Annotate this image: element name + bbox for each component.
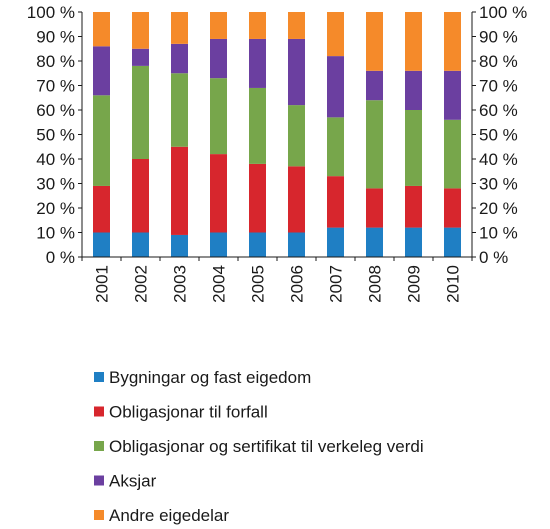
legend-swatch-3 xyxy=(94,475,104,486)
bar-segment-2006-s1 xyxy=(288,166,305,233)
legend-label-0: Bygningar og fast eigedom xyxy=(109,368,311,387)
bar-segment-2003-s4 xyxy=(171,12,188,44)
bar-segment-2005-s3 xyxy=(249,38,266,88)
y-tick-label-right: 60 % xyxy=(479,101,518,120)
bar-segment-2010-s4 xyxy=(444,12,461,71)
y-tick-label-left: 50 % xyxy=(36,126,75,145)
bar-segment-2008-s2 xyxy=(366,100,383,189)
x-tick-label-2010: 2010 xyxy=(444,265,463,303)
x-tick-label-2004: 2004 xyxy=(210,265,229,303)
y-tick-label-right: 80 % xyxy=(479,52,518,71)
x-tick-label-2007: 2007 xyxy=(327,265,346,303)
bar-segment-2008-s4 xyxy=(366,12,383,71)
bar-segment-2003-s1 xyxy=(171,146,188,235)
x-tick-label-2008: 2008 xyxy=(366,265,385,303)
bar-segment-2010-s0 xyxy=(444,227,461,257)
legend-label-1: Obligasjonar til forfall xyxy=(109,403,268,422)
y-tick-label-right: 30 % xyxy=(479,175,518,194)
bar-segment-2003-s3 xyxy=(171,43,188,74)
bar-segment-2004-s2 xyxy=(210,78,227,155)
y-axis-right: 0 % 10 % 20 % 30 % 40 % 50 % 60 % 70 % 80 % 90 % 1… xyxy=(479,3,527,267)
x-tick-label-2009: 2009 xyxy=(405,265,424,303)
bar-segment-2005-s2 xyxy=(249,87,266,164)
y-tick-label-right: 40 % xyxy=(479,150,518,169)
bar-segment-2005-s0 xyxy=(249,232,266,257)
y-tick-label-left: 60 % xyxy=(36,101,75,120)
bar-segment-2002-s0 xyxy=(132,232,149,257)
bar-segment-2002-s1 xyxy=(132,159,149,233)
y-tick-label-left: 30 % xyxy=(36,175,75,194)
x-axis: 2001 2002 2003 2004 2005 2006 2007 2008 2009 2010 xyxy=(93,265,463,303)
bar-segment-2008-s1 xyxy=(366,188,383,228)
bar-segment-2009-s4 xyxy=(405,12,422,71)
legend-label-4: Andre eigedelar xyxy=(109,506,229,525)
y-tick-label-left: 0 % xyxy=(46,248,75,267)
y-tick-label-left: 90 % xyxy=(36,28,75,47)
bar-segment-2001-s1 xyxy=(93,185,110,233)
y-tick-label-right: 100 % xyxy=(479,3,527,22)
bar-segment-2004-s0 xyxy=(210,232,227,257)
y-tick-label-right: 50 % xyxy=(479,126,518,145)
bar-segment-2008-s0 xyxy=(366,227,383,257)
legend-label-3: Aksjar xyxy=(109,472,157,491)
bar-segment-2001-s2 xyxy=(93,95,110,186)
bar-segment-2007-s1 xyxy=(327,176,344,228)
y-tick-label-right: 0 % xyxy=(479,248,508,267)
y-tick-label-right: 70 % xyxy=(479,77,518,96)
bar-segment-2002-s2 xyxy=(132,65,149,159)
bar-segment-2010-s3 xyxy=(444,70,461,120)
x-tick-label-2006: 2006 xyxy=(288,265,307,303)
bar-segment-2007-s4 xyxy=(327,12,344,57)
bar-segment-2008-s3 xyxy=(366,70,383,101)
bar-segment-2009-s2 xyxy=(405,110,422,186)
bar-segment-2009-s1 xyxy=(405,185,422,228)
bar-segment-2001-s4 xyxy=(93,12,110,47)
legend-label-2: Obligasjonar og sertifikat til verkeleg … xyxy=(109,437,424,456)
bar-segment-2004-s1 xyxy=(210,154,227,233)
y-tick-label-right: 10 % xyxy=(479,224,518,243)
axes-group xyxy=(78,11,476,261)
bar-segment-2006-s4 xyxy=(288,12,305,39)
y-tick-label-left: 80 % xyxy=(36,52,75,71)
bar-segment-2001-s3 xyxy=(93,46,110,96)
x-tick-label-2005: 2005 xyxy=(249,265,268,303)
bar-segment-2002-s3 xyxy=(132,48,149,66)
y-tick-label-right: 90 % xyxy=(479,28,518,47)
y-tick-label-right: 20 % xyxy=(479,199,518,218)
bar-segment-2003-s2 xyxy=(171,73,188,147)
bar-segment-2004-s3 xyxy=(210,38,227,79)
bar-segment-2009-s3 xyxy=(405,70,422,110)
legend: Bygningar og fast eigedom Obligasjonar ti… xyxy=(94,368,424,525)
bar-segment-2001-s0 xyxy=(93,232,110,257)
bar-segment-2009-s0 xyxy=(405,227,422,257)
bar-segment-2007-s2 xyxy=(327,117,344,177)
bars-group xyxy=(93,12,461,257)
x-tick-label-2001: 2001 xyxy=(93,265,112,303)
y-tick-label-left: 10 % xyxy=(36,224,75,243)
bar-segment-2007-s0 xyxy=(327,227,344,257)
y-tick-label-left: 40 % xyxy=(36,150,75,169)
y-tick-label-left: 70 % xyxy=(36,77,75,96)
legend-swatch-4 xyxy=(94,510,104,520)
bar-segment-2004-s4 xyxy=(210,12,227,39)
bar-segment-2006-s3 xyxy=(288,38,305,106)
bar-segment-2006-s2 xyxy=(288,105,305,167)
bar-segment-2005-s4 xyxy=(249,12,266,39)
bar-segment-2010-s1 xyxy=(444,188,461,228)
legend-swatch-1 xyxy=(94,406,104,417)
bar-segment-2006-s0 xyxy=(288,232,305,257)
bar-segment-2010-s2 xyxy=(444,119,461,189)
bar-segment-2002-s4 xyxy=(132,12,149,49)
legend-swatch-0 xyxy=(94,372,104,382)
y-tick-label-left: 100 % xyxy=(27,3,75,22)
bar-segment-2007-s3 xyxy=(327,56,344,118)
y-tick-label-left: 20 % xyxy=(36,199,75,218)
bar-segment-2003-s0 xyxy=(171,234,188,257)
legend-swatch-2 xyxy=(94,441,104,451)
y-axis-left: 0 % 10 % 20 % 30 % 40 % 50 % 60 % 70 % 80 % 90 % 1… xyxy=(27,3,75,267)
x-tick-label-2003: 2003 xyxy=(171,265,190,303)
bar-segment-2005-s1 xyxy=(249,163,266,233)
x-tick-label-2002: 2002 xyxy=(132,265,151,303)
